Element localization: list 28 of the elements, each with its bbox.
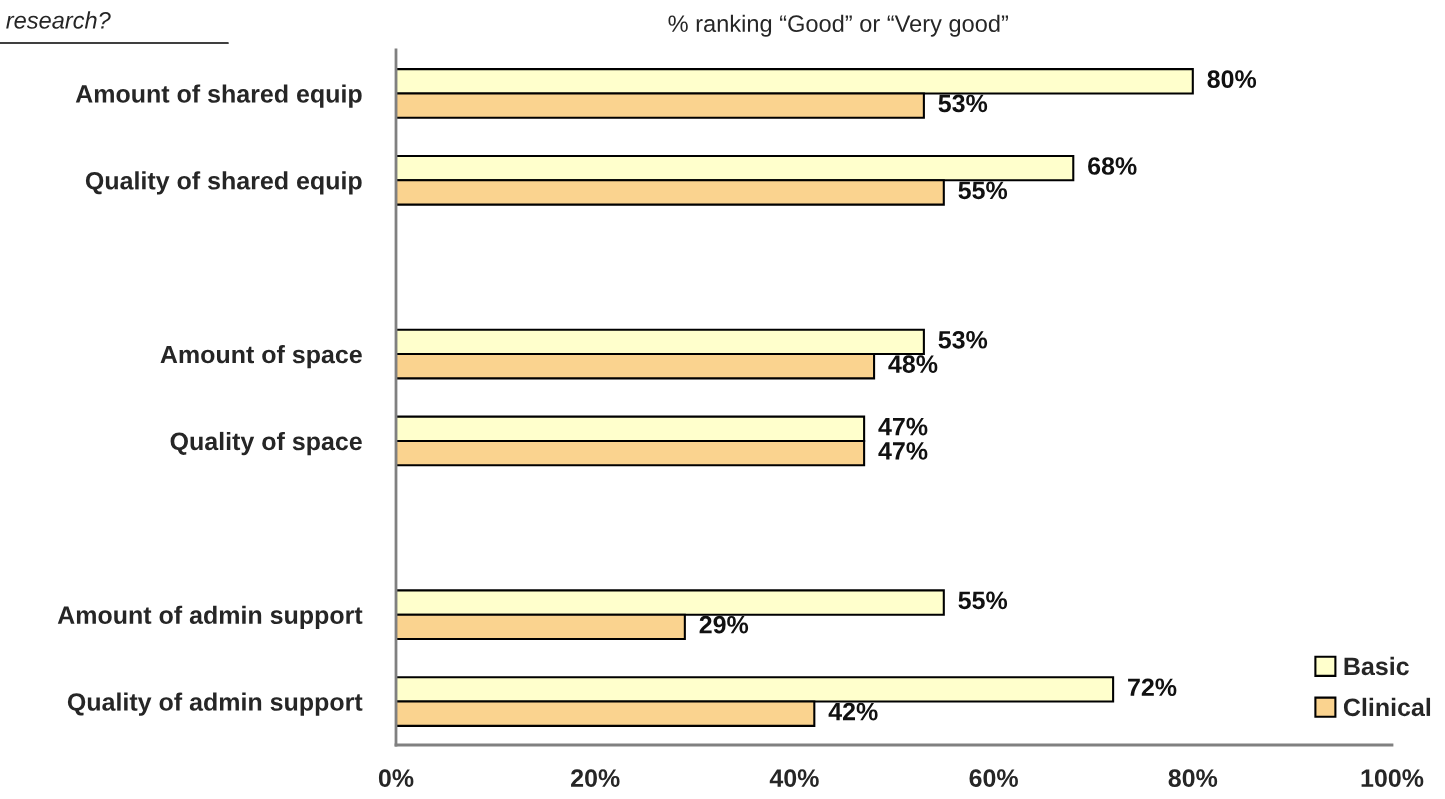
y-tick-label: Amount of space [160,345,362,369]
legend-label: Clinical [1343,697,1431,717]
data-label: 29% [699,615,749,634]
data-label: 55% [958,181,1008,200]
x-tick-label: 40% [769,769,819,787]
y-tick-label: Amount of admin support [57,605,363,629]
data-label: 55% [958,591,1008,610]
x-tick-label: 20% [571,769,620,787]
data-label: 80% [1207,70,1257,88]
data-label: 42% [828,702,878,721]
y-tick-label: Quality of space [170,431,362,456]
data-label: 47% [878,442,928,460]
y-tick-label: Quality of admin support [67,692,363,716]
legend-label: Basic [1344,656,1409,676]
chart-title: % ranking “Good” or “Very good” [668,14,1008,37]
x-tick-label: 0% [378,769,414,787]
data-label: 53% [938,94,988,113]
x-tick-label: 80% [1168,769,1218,787]
data-label: 48% [888,355,938,373]
text: research? [6,11,111,29]
x-tick-label: 100% [1361,769,1424,787]
data-label: 72% [1128,678,1177,697]
y-tick-label: Quality of shared equip [85,171,362,195]
data-label: 53% [938,330,988,349]
data-label: 68% [1088,157,1137,175]
data-label: 47% [878,417,928,436]
y-tick-label: Amount of shared equip [75,84,362,108]
x-tick-label: 60% [969,769,1018,787]
